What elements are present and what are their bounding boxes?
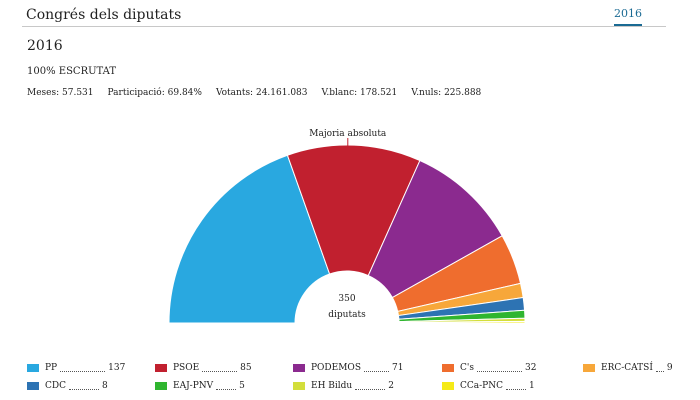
legend-swatch [27, 382, 39, 390]
legend-seat-count: 71 [391, 363, 404, 373]
chart-header: Congrés dels diputats 2016 [22, 4, 666, 27]
stat-meses: Meses: 57.531 [27, 88, 94, 98]
legend-seat-count: 85 [240, 363, 252, 373]
legend-leader [655, 364, 664, 372]
legend-leader [69, 382, 99, 390]
slice-podemos[interactable] [367, 159, 503, 299]
legend-party-name: PP [45, 363, 58, 373]
stat-vblanc: V.blanc: 178.521 [321, 88, 398, 98]
legend-swatch [27, 364, 39, 372]
legend-item-podemos[interactable]: PODEMOS 71 [293, 363, 403, 373]
legend-party-name: PSOE [173, 363, 200, 373]
legend-swatch [442, 382, 454, 390]
legend-item-cca-pnc[interactable]: CCa-PNC 1 [442, 381, 535, 391]
parliament-chart: Majoria absoluta 350 diputats [168, 129, 526, 324]
legend-party-name: CDC [45, 381, 66, 391]
legend-seat-count: 1 [529, 381, 535, 391]
legend-swatch [293, 382, 305, 390]
legend-leader [363, 364, 389, 372]
legend-swatch [155, 364, 167, 372]
election-year: 2016 [27, 38, 63, 54]
slice-psoe[interactable] [286, 144, 421, 277]
legend-item-erc-cats-[interactable]: ERC-CATSÍ 9 [583, 363, 673, 373]
legend-leader [506, 382, 526, 390]
legend-seat-count: 9 [666, 363, 673, 373]
legend-item-eh-bildu[interactable]: EH Bildu 2 [293, 381, 394, 391]
majority-label: Majoria absoluta [309, 129, 387, 139]
legend-item-c-s[interactable]: C's 32 [442, 363, 536, 373]
legend-item-pp[interactable]: PP 137 [27, 363, 125, 373]
legend-party-name: ERC-CATSÍ [601, 363, 653, 373]
legend-party-name: EH Bildu [311, 381, 353, 391]
legend-leader [355, 382, 386, 390]
legend-party-name: CCa-PNC [460, 381, 503, 391]
center-value: 350 [338, 294, 355, 304]
legend-seat-count: 2 [388, 381, 394, 391]
legend-seat-count: 8 [102, 381, 108, 391]
stats-bar: Meses: 57.531 Participació: 69.84% Votan… [27, 88, 495, 98]
legend-seat-count: 5 [239, 381, 245, 391]
slice-pp[interactable] [168, 154, 331, 324]
legend-swatch [293, 364, 305, 372]
legend-leader [476, 364, 522, 372]
scrutiny-status: 100% ESCRUTAT [27, 66, 116, 77]
chart-title: Congrés dels diputats [26, 7, 182, 23]
legend-swatch [442, 364, 454, 372]
stat-vnuls: V.nuls: 225.888 [411, 88, 482, 98]
center-label: diputats [328, 310, 366, 320]
legend-leader [216, 382, 237, 390]
legend-item-cdc[interactable]: CDC 8 [27, 381, 108, 391]
stat-participacio: Participació: 69.84% [107, 88, 202, 98]
legend-party-name: EAJ-PNV [173, 381, 214, 391]
legend-item-eaj-pnv[interactable]: EAJ-PNV 5 [155, 381, 245, 391]
legend-swatch [155, 382, 167, 390]
legend-swatch [583, 364, 595, 372]
stat-votants: Votants: 24.161.083 [215, 88, 308, 98]
legend-leader [60, 364, 106, 372]
legend-leader [202, 364, 238, 372]
legend-party-name: C's [460, 363, 474, 373]
legend-party-name: PODEMOS [311, 363, 361, 373]
legend-seat-count: 32 [524, 363, 537, 373]
slice-cca-pnc[interactable] [398, 320, 526, 324]
legend-seat-count: 137 [108, 363, 126, 373]
legend-item-psoe[interactable]: PSOE 85 [155, 363, 252, 373]
tab-2016[interactable]: 2016 [614, 7, 642, 26]
